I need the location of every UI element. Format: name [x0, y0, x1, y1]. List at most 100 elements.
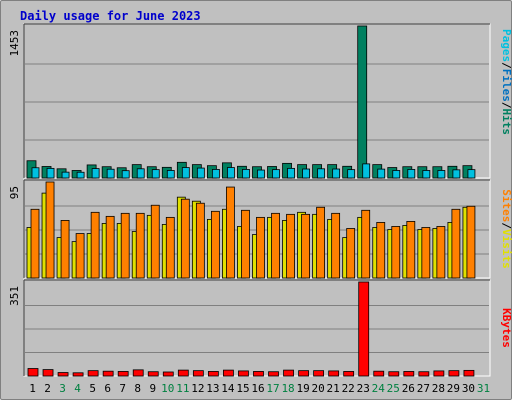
bar-pages: [302, 168, 310, 179]
bar-sites: [271, 212, 280, 279]
bar-sites: [331, 212, 341, 279]
side-label-middle: Sites/Visits: [500, 189, 512, 269]
day-label: 3: [59, 382, 66, 395]
day-label: 9: [149, 382, 156, 395]
bar-pages: [467, 169, 476, 179]
plot-area-top: [23, 23, 491, 179]
bar-pages: [242, 169, 250, 179]
bar-sites: [30, 208, 40, 279]
bar-sites: [361, 209, 371, 279]
bar-kbytes: [343, 371, 355, 377]
bar-pages: [181, 167, 190, 179]
day-label: 31: [477, 382, 490, 395]
day-label: 21: [327, 382, 340, 395]
bar-pages: [121, 170, 130, 179]
bar-pages: [287, 167, 295, 179]
bar-kbytes: [328, 370, 340, 377]
bar-sites: [241, 209, 250, 279]
day-label: 26: [402, 382, 415, 395]
bar-kbytes: [418, 371, 430, 377]
bar-pages: [196, 167, 205, 179]
bar-sites: [75, 233, 85, 279]
day-label: 6: [104, 382, 111, 395]
bar-sites: [391, 226, 401, 279]
ymax-label-top: 1453: [8, 30, 21, 57]
bar-kbytes: [27, 368, 39, 377]
bar-pages: [257, 169, 265, 179]
bar-kbytes: [192, 370, 204, 377]
side-label-part: /: [500, 222, 512, 229]
side-label-part: Visits: [500, 229, 512, 269]
bar-pages: [347, 169, 356, 179]
bar-pages: [362, 163, 371, 179]
bar-kbytes: [373, 370, 385, 377]
day-label: 1: [29, 382, 36, 395]
bar-kbytes: [448, 370, 460, 377]
plot-area-bottom: [23, 279, 491, 377]
bar-kbytes: [313, 370, 325, 377]
bar-kbytes: [147, 371, 159, 377]
ymax-label-bottom: 351: [8, 286, 21, 306]
bar-sites: [150, 204, 160, 279]
bar-pages: [407, 169, 416, 179]
bar-pages: [392, 170, 401, 179]
day-label: 8: [134, 382, 141, 395]
bar-sites: [135, 212, 145, 279]
day-label: 22: [342, 382, 355, 395]
day-label: 14: [221, 382, 235, 395]
day-label: 23: [357, 382, 370, 395]
bar-pages: [317, 168, 326, 179]
bar-kbytes: [463, 369, 475, 377]
day-label: 7: [119, 382, 126, 395]
bar-sites: [195, 202, 205, 279]
side-label-part: /: [500, 102, 512, 109]
bar-pages: [76, 171, 85, 179]
side-label-part: Pages: [500, 29, 512, 62]
day-label: 16: [251, 382, 264, 395]
day-label: 10: [161, 382, 174, 395]
bar-pages: [91, 168, 100, 179]
bar-pages: [31, 167, 40, 179]
day-label: 4: [74, 382, 81, 395]
day-label: 25: [387, 382, 400, 395]
bar-sites: [451, 208, 461, 279]
bar-kbytes: [72, 372, 84, 377]
bar-sites: [316, 206, 326, 279]
bar-kbytes: [87, 370, 99, 377]
bar-sites: [60, 219, 70, 279]
bar-sites: [210, 210, 220, 279]
side-label-bottom: KBytes: [500, 308, 512, 348]
bar-sites: [105, 215, 115, 279]
bar-hits: [357, 25, 368, 179]
day-label: 18: [281, 382, 294, 395]
day-label: 29: [447, 382, 460, 395]
side-label-part: Files: [500, 69, 512, 102]
bar-pages: [332, 168, 341, 179]
bar-sites: [180, 198, 190, 279]
bar-kbytes: [177, 369, 189, 377]
day-label: 30: [462, 382, 475, 395]
bar-sites: [301, 213, 310, 279]
bar-sites: [165, 216, 175, 279]
day-label: 12: [191, 382, 204, 395]
bar-sites: [376, 222, 386, 279]
day-label: 11: [176, 382, 189, 395]
day-label: 13: [206, 382, 219, 395]
bar-pages: [452, 169, 461, 179]
day-label: 28: [432, 382, 445, 395]
bar-sites: [90, 211, 100, 279]
bar-pages: [46, 167, 55, 179]
bar-sites: [45, 181, 55, 279]
bar-sites: [120, 212, 130, 279]
bar-sites: [256, 216, 265, 279]
bar-pages: [227, 167, 235, 179]
day-label: 24: [372, 382, 386, 395]
bar-pages: [136, 168, 145, 179]
bar-pages: [61, 171, 70, 179]
day-label: 19: [296, 382, 309, 395]
bar-sites: [466, 205, 476, 279]
bar-pages: [437, 170, 446, 179]
bar-kbytes: [223, 369, 234, 377]
bar-kbytes: [117, 371, 129, 377]
